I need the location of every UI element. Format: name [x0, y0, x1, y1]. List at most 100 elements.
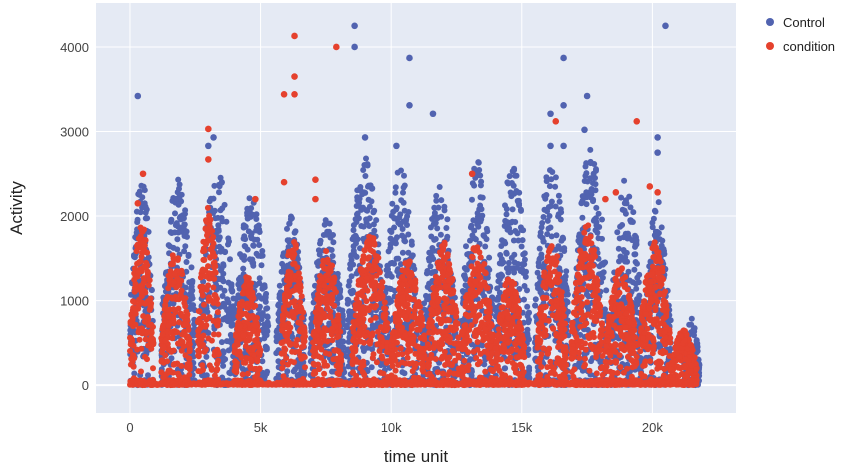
data-point-control [226, 238, 232, 245]
data-point-control [175, 201, 182, 208]
data-point-control [326, 220, 333, 227]
data-point-control [649, 224, 656, 231]
data-point-condition [291, 260, 298, 267]
data-point-control [437, 231, 444, 238]
data-point-control [215, 236, 222, 243]
data-points [127, 22, 703, 389]
data-point-condition [197, 368, 204, 375]
data-point-control [220, 348, 227, 355]
data-point-condition [233, 333, 239, 340]
data-point-control [360, 167, 367, 173]
data-point-control [172, 210, 178, 217]
outlier-point-control [662, 22, 669, 30]
data-point-control [479, 194, 486, 201]
data-point-condition [137, 224, 144, 231]
data-point-control [389, 259, 396, 266]
data-point-condition [246, 335, 253, 341]
data-point-control [651, 207, 658, 214]
data-point-control [256, 275, 263, 282]
data-point-control [264, 319, 271, 326]
data-point-control [509, 206, 516, 213]
data-point-control [258, 262, 265, 269]
data-point-control [451, 294, 458, 301]
data-point-control [387, 244, 394, 251]
data-point-control [373, 217, 380, 224]
data-point-condition [214, 309, 221, 316]
data-point-control [139, 194, 146, 201]
data-point-condition [138, 368, 144, 375]
data-point-condition [240, 332, 247, 339]
data-point-condition [279, 365, 286, 371]
data-point-condition [291, 239, 298, 245]
data-point-condition [253, 365, 260, 372]
data-point-control [225, 347, 232, 354]
data-point-condition [202, 273, 209, 280]
data-point-control [344, 347, 351, 354]
data-point-condition [171, 270, 178, 277]
data-point-control [424, 296, 431, 303]
data-point-control [518, 207, 524, 214]
data-point-control [461, 272, 468, 279]
data-point-control [482, 243, 489, 250]
data-point-condition [165, 322, 172, 329]
data-point-control [467, 356, 474, 363]
data-point-control [444, 233, 451, 240]
data-point-condition [201, 247, 208, 254]
data-point-control [182, 207, 189, 214]
data-point-control [540, 264, 547, 271]
data-point-control [618, 194, 625, 201]
data-point-control [142, 209, 149, 216]
data-point-condition [255, 349, 262, 356]
data-point-control [145, 372, 151, 379]
data-point-condition [285, 252, 292, 259]
data-point-control [434, 225, 441, 232]
data-point-control [203, 353, 210, 360]
data-point-condition [145, 342, 152, 349]
data-point-control [221, 287, 228, 294]
data-point-control [256, 242, 263, 248]
data-point-condition [150, 365, 156, 372]
data-point-condition [176, 277, 183, 284]
data-point-condition [141, 242, 148, 249]
data-point-control [552, 174, 559, 181]
data-point-condition [214, 361, 220, 367]
data-point-control [520, 227, 527, 234]
data-point-condition [301, 354, 308, 361]
data-point-control [185, 251, 192, 258]
data-point-condition [129, 315, 136, 322]
data-point-condition [212, 298, 219, 305]
data-point-control [211, 182, 218, 189]
data-point-control [564, 298, 571, 305]
data-point-condition [282, 346, 289, 353]
data-point-control [346, 308, 353, 315]
data-point-control [172, 222, 179, 229]
data-point-control [399, 369, 406, 376]
data-point-control [564, 291, 571, 298]
data-point-control [563, 268, 570, 275]
data-point-control [603, 287, 610, 294]
data-point-condition [239, 290, 246, 297]
data-point-condition [158, 357, 165, 364]
data-point-condition [127, 361, 134, 368]
data-point-control [285, 243, 292, 250]
data-point-control [224, 296, 231, 303]
data-point-control [621, 200, 628, 207]
data-point-control [512, 172, 519, 179]
data-point-condition [144, 356, 150, 363]
data-point-control [505, 226, 512, 233]
data-point-condition [147, 302, 154, 309]
data-point-control [397, 261, 404, 268]
data-point-control [227, 281, 234, 288]
data-point-control [220, 270, 227, 277]
data-point-control [553, 232, 560, 239]
data-point-condition [195, 347, 202, 354]
data-point-control [421, 300, 428, 307]
data-point-condition [148, 334, 155, 341]
data-point-control [227, 256, 233, 263]
data-point-condition [136, 336, 143, 343]
data-point-condition [238, 354, 245, 361]
data-point-control [241, 243, 248, 249]
data-point-condition [176, 319, 183, 326]
data-point-condition [195, 317, 202, 324]
data-point-control [393, 204, 400, 211]
